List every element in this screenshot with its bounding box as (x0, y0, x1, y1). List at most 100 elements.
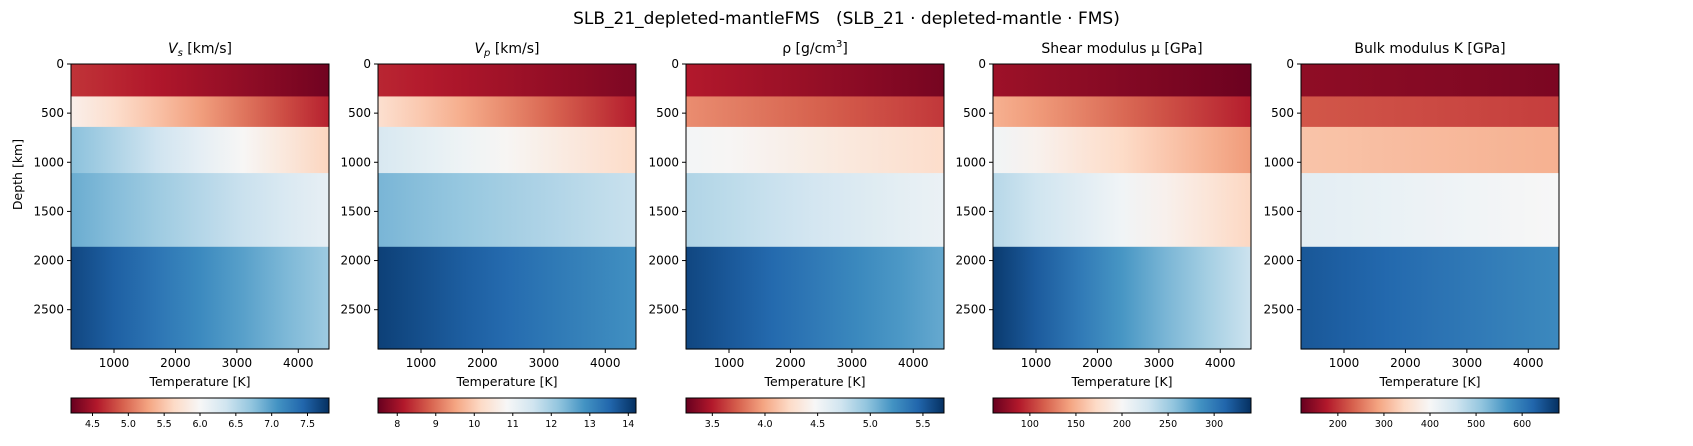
y-tick-label: 0 (1286, 57, 1294, 71)
colorbar-tick-label: 6.5 (228, 419, 243, 430)
y-tick-label: 500 (41, 106, 64, 120)
x-tick-label: 2000 (1390, 356, 1421, 370)
panel-title: Bulk modulus K [GPa] (1354, 41, 1505, 57)
panel-title: Shear modulus μ [GPa] (1041, 41, 1202, 57)
colorbar-tick-label: 12 (545, 419, 557, 430)
heatmap-band (1301, 126, 1559, 174)
y-tick-label: 500 (348, 106, 371, 120)
y-tick-label: 2500 (955, 303, 986, 317)
x-tick-label: 3000 (837, 356, 868, 370)
heatmap-band (993, 96, 1251, 128)
colorbar: 3.5 4.0 4.5 5.0 5.5 (685, 397, 945, 430)
panel-title: ρ [g/cm3] (782, 39, 848, 57)
x-tick-label: 1000 (714, 356, 745, 370)
plot-frame (70, 63, 330, 350)
colorbar-tick-label: 3.5 (705, 419, 720, 430)
colorbar-tick-label: 4.5 (810, 419, 825, 430)
x-tick-label: 4000 (590, 356, 621, 370)
colorbar-tick-label: 5.0 (863, 419, 878, 430)
panel-1: 0 500 1000 1500 2000 2500 1000 2000 3000 4000 Temp… (10, 41, 330, 430)
x-axis-label: Temperature [K] (455, 374, 557, 389)
colorbar-tick-label: 5.5 (915, 419, 930, 430)
heatmap-band (378, 126, 636, 174)
x-tick-label: 2000 (775, 356, 806, 370)
x-axis-label: Temperature [K] (1378, 374, 1480, 389)
y-tick-label: 2500 (1263, 303, 1294, 317)
heatmap-band (686, 96, 944, 128)
y-tick-label: 1000 (1263, 155, 1294, 169)
colorbar-tick-label: 10 (468, 419, 480, 430)
y-tick-label: 1500 (33, 204, 64, 218)
colorbar: 200 300 400 500 600 (1300, 397, 1560, 430)
heatmap-band (71, 64, 329, 98)
x-tick-label: 3000 (1452, 356, 1483, 370)
y-tick-label: 0 (363, 57, 371, 71)
x-tick-label: 4000 (1205, 356, 1236, 370)
y-tick-label: 500 (656, 106, 679, 120)
colorbar-tick-label: 11 (507, 419, 519, 430)
x-axis-label: Temperature [K] (148, 374, 250, 389)
panel-5: 0 500 1000 1500 2000 2500 1000 2000 3000 4000 Temp… (1263, 41, 1560, 430)
y-tick-label: 2000 (955, 254, 986, 268)
panel-title: Vp [km/s] (474, 41, 539, 59)
colorbar-tick-label: 100 (1021, 419, 1039, 430)
heatmap-band (1301, 246, 1559, 350)
y-tick-label: 2000 (340, 254, 371, 268)
heatmap-band (378, 246, 636, 350)
y-tick-label: 2500 (33, 303, 64, 317)
colorbar-tick-label: 14 (622, 419, 634, 430)
panel-4: 0 500 1000 1500 2000 2500 1000 2000 3000 4000 Temp… (955, 41, 1252, 430)
heatmap-band (71, 96, 329, 128)
y-tick-label: 2000 (33, 254, 64, 268)
heatmap-band (993, 173, 1251, 248)
heatmap-band (1301, 173, 1559, 248)
heatmap-band (378, 173, 636, 248)
colorbar-tick-label: 150 (1067, 419, 1085, 430)
x-tick-label: 2000 (160, 356, 191, 370)
y-axis-label: Depth [km] (10, 139, 25, 210)
colorbar-tick-label: 7.5 (300, 419, 315, 430)
x-tick-label: 3000 (1144, 356, 1175, 370)
panel-3: 0 500 1000 1500 2000 2500 1000 2000 3000 4000 Temp… (648, 39, 945, 430)
colorbar-tick-label: 300 (1375, 419, 1393, 430)
y-tick-label: 1500 (648, 204, 679, 218)
y-tick-label: 500 (963, 106, 986, 120)
colorbar-tick-label: 600 (1513, 419, 1531, 430)
colorbar-bar (377, 397, 637, 414)
heatmap-band (71, 246, 329, 350)
colorbar-tick-label: 8 (394, 419, 400, 430)
colorbar-tick-label: 200 (1329, 419, 1347, 430)
y-tick-label: 1000 (955, 155, 986, 169)
y-tick-label: 2000 (648, 254, 679, 268)
y-tick-label: 1500 (1263, 204, 1294, 218)
x-tick-label: 3000 (222, 356, 253, 370)
y-tick-label: 1000 (648, 155, 679, 169)
y-tick-label: 1000 (340, 155, 371, 169)
heatmap-band (71, 173, 329, 248)
figure-title: SLB_21_depleted-mantleFMS (SLB_21 · depl… (573, 9, 1120, 29)
x-tick-label: 1000 (406, 356, 437, 370)
heatmap-band (378, 96, 636, 128)
colorbar-tick-label: 300 (1205, 419, 1223, 430)
plot-frame (992, 63, 1252, 350)
y-tick-label: 1000 (33, 155, 64, 169)
plot-frame (685, 63, 945, 350)
colorbar-tick-label: 13 (584, 419, 596, 430)
colorbar: 100 150 200 250 300 (992, 397, 1252, 430)
heatmap-band (1301, 96, 1559, 128)
plot-frame (377, 63, 637, 350)
panel-2: 0 500 1000 1500 2000 2500 1000 2000 3000 4000 Temp… (340, 41, 637, 430)
y-tick-label: 1500 (340, 204, 371, 218)
x-tick-label: 3000 (529, 356, 560, 370)
x-tick-label: 4000 (1513, 356, 1544, 370)
colorbar: 8 9 10 11 12 13 14 (377, 397, 637, 430)
x-tick-label: 2000 (1082, 356, 1113, 370)
colorbar-tick-label: 5.0 (121, 419, 136, 430)
y-tick-label: 0 (671, 57, 679, 71)
x-axis-label: Temperature [K] (763, 374, 865, 389)
colorbar-tick-label: 7.0 (264, 419, 279, 430)
colorbar-tick-label: 9 (433, 419, 439, 430)
x-tick-label: 1000 (1021, 356, 1052, 370)
colorbar-tick-label: 4.5 (85, 419, 100, 430)
